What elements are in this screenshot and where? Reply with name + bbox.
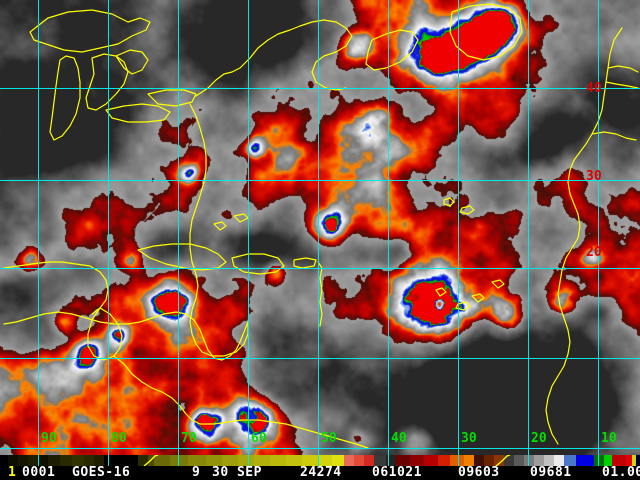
colorbar-segment-52 (636, 455, 640, 466)
colorbar-segment-35 (464, 455, 474, 466)
colorbar-segment-16 (206, 455, 222, 466)
colorbar-segment-43 (544, 455, 554, 466)
longitude-label-50: 50 (321, 431, 337, 446)
colorbar-segment-36 (474, 455, 484, 466)
longitude-label-70: 70 (181, 431, 197, 446)
colorbar-segment-18 (238, 455, 254, 466)
colorbar-segment-46 (576, 455, 594, 466)
colorbar-segment-45 (564, 455, 576, 466)
colorbar-segment-19 (254, 455, 270, 466)
colorbar-segment-31 (410, 455, 424, 466)
annotation-image-id: 0001 (22, 465, 56, 480)
longitude-label-90: 90 (41, 431, 57, 446)
colorbar-segment-32 (424, 455, 438, 466)
colorbar-segment-26 (354, 455, 364, 466)
colorbar-segment-51 (632, 455, 636, 466)
longitude-label-20: 20 (531, 431, 547, 446)
annotation-resolution: 01.00 (602, 465, 640, 480)
colorbar-segment-42 (534, 455, 544, 466)
colorbar-segment-5 (48, 455, 60, 466)
colorbar-segment-4 (38, 455, 48, 466)
colorbar-segment-20 (270, 455, 286, 466)
annotation-day-of-month: 9 (192, 465, 201, 480)
colorbar-segment-34 (450, 455, 464, 466)
colorbar-segment-11 (138, 455, 148, 466)
colorbar-segment-7 (72, 455, 84, 466)
colorbar-segment-8 (84, 455, 94, 466)
image-annotation-bar: 1 0001 GOES-16 9 30 SEP 24274 061021 09603 09681… (0, 466, 640, 480)
colorbar-segment-21 (286, 455, 302, 466)
annotation-satellite-name: GOES-16 (72, 465, 131, 480)
colorbar-segment-10 (104, 455, 138, 466)
latitude-label-20: 20 (586, 245, 602, 260)
colorbar-segment-28 (374, 455, 386, 466)
colorbar-segment-1 (8, 455, 18, 466)
latitude-label-30: 30 (586, 169, 602, 184)
satellite-image-viewport[interactable]: 90 80 70 60 50 40 30 20 10 40 30 20 (0, 0, 640, 455)
colorbar-segment-40 (514, 455, 524, 466)
longitude-label-40: 40 (391, 431, 407, 446)
colorbar-segment-47 (594, 455, 604, 466)
colorbar-segment-13 (154, 455, 170, 466)
colorbar-segment-33 (438, 455, 450, 466)
colorbar-segment-50 (626, 455, 632, 466)
colorbar-segment-27 (364, 455, 374, 466)
colorbar-segment-3 (28, 455, 38, 466)
colorbar-segment-17 (222, 455, 238, 466)
longitude-label-30: 30 (461, 431, 477, 446)
annotation-julian-day: 24274 (300, 465, 342, 480)
colorbar-segment-23 (318, 455, 332, 466)
colorbar-segment-48 (604, 455, 612, 466)
colorbar-segment-9 (94, 455, 104, 466)
longitude-label-80: 80 (111, 431, 127, 446)
colorbar-segment-22 (302, 455, 318, 466)
colorbar-segment-2 (18, 455, 28, 466)
satellite-ir-image[interactable] (0, 0, 640, 455)
latitude-label-40: 40 (586, 81, 602, 96)
colorbar-segment-49 (612, 455, 626, 466)
colorbar-segment-41 (524, 455, 534, 466)
colorbar-segment-25 (344, 455, 354, 466)
longitude-label-10: 10 (601, 431, 617, 446)
enhancement-colorbar[interactable] (0, 455, 640, 466)
colorbar-segment-24 (332, 455, 344, 466)
colorbar-segment-14 (170, 455, 188, 466)
annotation-time-utc: 061021 (372, 465, 422, 480)
annotation-line-coord: 09603 (458, 465, 500, 480)
colorbar-segment-39 (504, 455, 514, 466)
colorbar-segment-44 (554, 455, 564, 466)
colorbar-segment-15 (188, 455, 206, 466)
annotation-frame-number: 1 (8, 465, 17, 480)
colorbar-segment-29 (386, 455, 396, 466)
colorbar-segment-6 (60, 455, 72, 466)
colorbar-segment-0 (0, 455, 8, 466)
colorbar-segment-37 (484, 455, 494, 466)
longitude-label-60: 60 (251, 431, 267, 446)
annotation-date: 30 SEP (212, 465, 262, 480)
colorbar-segment-30 (396, 455, 410, 466)
annotation-element-coord: 09681 (530, 465, 572, 480)
